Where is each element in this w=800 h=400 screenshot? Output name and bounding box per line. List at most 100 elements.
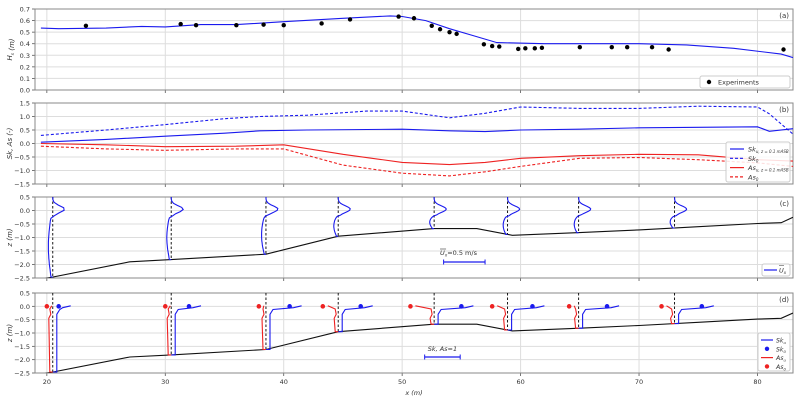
- experiment-point: [497, 44, 502, 49]
- plot-area-b: [40, 105, 793, 177]
- ytick-label: −1.5: [14, 343, 30, 351]
- as0-point: [566, 304, 572, 309]
- as0-point: [408, 304, 413, 309]
- skewness-profile: [507, 305, 545, 331]
- experiment-point: [523, 46, 528, 51]
- legend-label: Sk0: [748, 155, 759, 164]
- skewness-profile: [338, 305, 373, 333]
- y-axis-label: z (m): [6, 324, 14, 343]
- panel-label: (a): [779, 12, 789, 20]
- asymmetry-profile: [496, 305, 508, 331]
- sk0-point: [358, 304, 364, 309]
- ytick-label: −0.5: [14, 316, 30, 324]
- velocity-profile: [573, 197, 592, 234]
- ytick-label: −2.5: [14, 370, 30, 378]
- asymmetry-profile: [261, 305, 266, 351]
- skewness-profile: [434, 305, 474, 325]
- experiment-point: [437, 27, 443, 32]
- bed-profile: [45, 216, 793, 278]
- skewness-profile: [266, 305, 302, 351]
- panel-label: (d): [779, 296, 789, 304]
- asymmetry-profile: [48, 305, 53, 373]
- legend-label: Asu: [775, 355, 786, 363]
- ytick-label: −0.5: [14, 221, 30, 229]
- asymmetry-profile: [415, 305, 435, 325]
- xtick-label: 80: [753, 378, 761, 386]
- ytick-label: 0.5: [20, 127, 30, 135]
- plot-area-a: [40, 14, 793, 59]
- experiment-point: [489, 43, 495, 49]
- panel-b: −1.5 −1.0 −0.5 0.0 0.5 1.0 1.5 (b) Sk, As (-) Sku…: [6, 100, 794, 189]
- legend-label: Sk0: [776, 346, 787, 354]
- experiment-point: [649, 44, 655, 50]
- experiment-point: [532, 46, 538, 51]
- as0-point: [256, 304, 262, 309]
- panel-a: 0.0 0.1 0.2 0.3 0.4 0.5 0.6 0.7 (a) Hs (m) Experim…: [6, 6, 794, 95]
- ytick-label: −2.5: [14, 275, 30, 283]
- skewness-profile: [578, 305, 620, 329]
- velocity-profile: [261, 197, 279, 255]
- scale-bar-c: Ux=0.5 m/s: [440, 248, 486, 265]
- ytick-label: 0.5: [20, 290, 30, 298]
- experiment-point: [261, 22, 266, 27]
- legend-label: Ux: [779, 267, 787, 276]
- model-hs-line: [40, 15, 793, 59]
- legend-a: Experiments: [699, 75, 791, 89]
- experiment-point: [347, 17, 353, 22]
- velocity-profile: [669, 197, 688, 229]
- panel-c: −2.5 −2.0 −1.5 −1.0 −0.5 0.0 0.5 (c) z (m) Ux=0.5…: [6, 194, 794, 283]
- ytick-label: −1.0: [14, 330, 30, 338]
- asymmetry-profile: [166, 305, 172, 356]
- series-line: [40, 145, 793, 177]
- ytick-label: 0.0: [20, 303, 30, 311]
- ytick-label: 0.0: [20, 207, 30, 215]
- velocity-profile: [333, 197, 351, 237]
- sk0-point: [186, 304, 192, 309]
- ytick-label: −0.5: [14, 154, 30, 162]
- legend-c: Ux: [761, 263, 791, 277]
- axes-frame: [34, 102, 794, 185]
- x-axis-label: x (m): [404, 389, 422, 397]
- experiment-point: [624, 44, 630, 50]
- as0-point: [659, 304, 664, 309]
- sk0-point: [604, 304, 610, 309]
- ytick-label: 0.7: [20, 6, 30, 14]
- experiment-point: [319, 21, 324, 26]
- experiment-point: [429, 23, 434, 28]
- axes-frame: [34, 8, 794, 91]
- ytick-label: 0.1: [20, 75, 30, 83]
- scale-bar-label: Ux=0.5 m/s: [440, 249, 478, 258]
- asymmetry-profile: [327, 305, 339, 333]
- experiment-point: [411, 16, 417, 21]
- bed-profile: [44, 312, 793, 373]
- experiment-point: [666, 47, 671, 52]
- plot-area-c: [45, 197, 793, 278]
- series-line: [40, 105, 793, 136]
- experiment-point: [83, 23, 89, 28]
- scale-bar-label: Sk, As=1: [428, 345, 457, 353]
- experiment-point: [609, 44, 614, 50]
- experiment-point: [396, 14, 401, 19]
- y-axis-label: Hs (m): [6, 38, 16, 60]
- experiment-point: [454, 31, 459, 37]
- velocity-profile: [502, 197, 521, 235]
- ytick-label: −2.0: [14, 261, 30, 269]
- ytick-label: 0.3: [20, 52, 30, 60]
- ytick-label: 0.6: [20, 17, 30, 25]
- ytick-label: 0.2: [20, 63, 30, 71]
- ytick-label: 1.0: [20, 113, 30, 121]
- legend-marker-experiments: [706, 79, 712, 85]
- xtick-label: 70: [635, 378, 643, 386]
- ytick-label: 0.4: [20, 40, 30, 48]
- skewness-profile: [171, 305, 202, 356]
- asymmetry-profile: [666, 305, 675, 325]
- panel-label: (b): [779, 106, 789, 114]
- sk0-point: [287, 304, 292, 309]
- as0-point: [162, 304, 168, 309]
- axes-frame: [34, 196, 794, 279]
- xtick-label: 20: [43, 378, 51, 386]
- experiment-point: [516, 46, 521, 52]
- experiment-point: [781, 47, 786, 52]
